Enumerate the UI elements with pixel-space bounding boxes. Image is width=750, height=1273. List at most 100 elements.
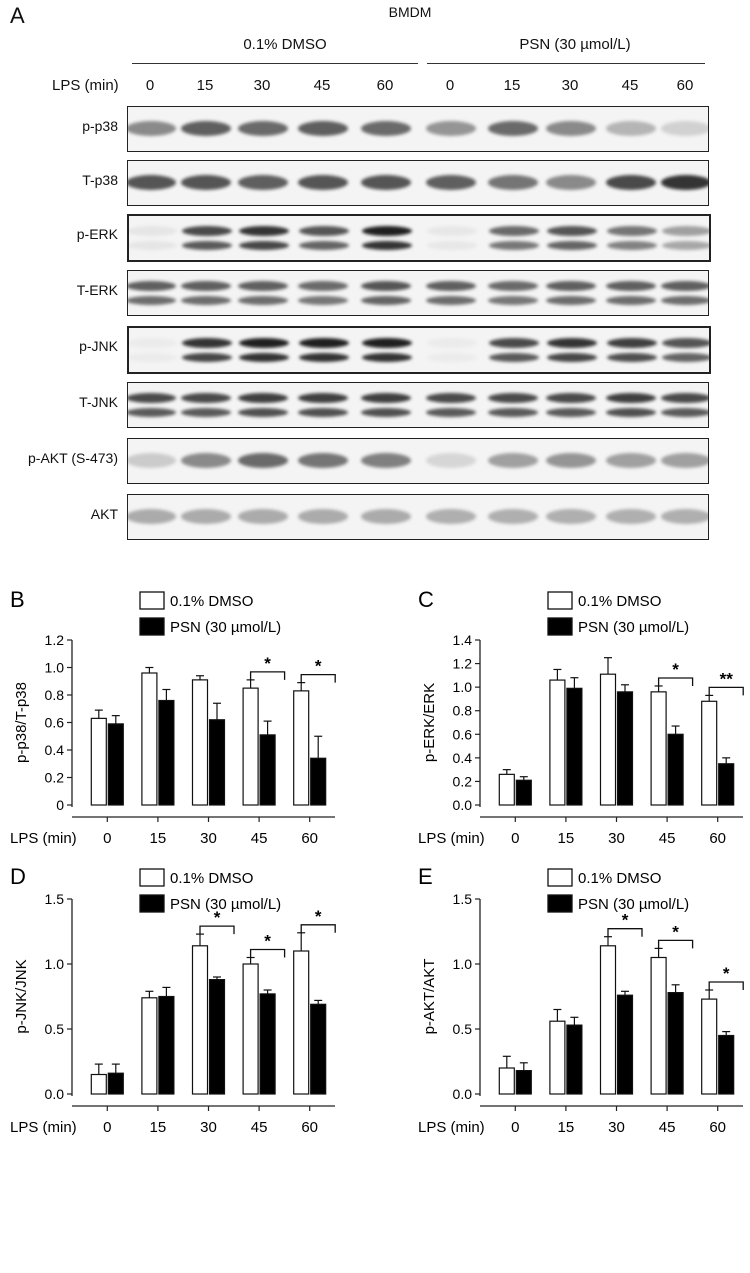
blot-band: [488, 281, 538, 291]
y-tick-label: 0.4: [453, 750, 473, 766]
chart-c: C 0.1% DMSO PSN (30 µmol/L) 0.0 0.2 0.4 0.6 0.8…: [418, 587, 744, 847]
legend-swatch-psn: [547, 617, 573, 636]
blot-label: p-JNK: [79, 338, 118, 354]
lps-time-label: LPS (min): [52, 77, 119, 94]
legend-swatch-dmso: [547, 868, 573, 887]
x-tick-label: 15: [150, 1119, 167, 1136]
bar-psn: [718, 763, 735, 806]
legend-swatch-psn: [139, 894, 165, 913]
blot-band: [128, 509, 176, 524]
legend-label-dmso: 0.1% DMSO: [578, 593, 661, 610]
significance-bracket: [249, 948, 286, 958]
blot-band: [128, 281, 176, 291]
blot-band: [238, 296, 288, 305]
blot-label: T-JNK: [79, 394, 118, 410]
y-tick-label: 0.8: [45, 687, 65, 703]
x-tick-label: 45: [659, 1119, 676, 1136]
significance-label: *: [315, 907, 322, 926]
blot-band: [546, 296, 596, 305]
blot-band: [181, 393, 231, 403]
blot-band: [361, 453, 411, 468]
y-tick-label: 1.4: [453, 632, 473, 648]
blot-band: [661, 296, 708, 305]
blot-band: [238, 408, 288, 417]
blot-band: [181, 408, 231, 417]
bar-psn: [107, 723, 124, 806]
blot-band: [488, 453, 538, 468]
blot-band: [606, 408, 656, 417]
blot-band: [298, 175, 348, 190]
blot-band: [426, 175, 476, 190]
blot-band: [128, 393, 176, 403]
lane-time-label: 15: [503, 77, 521, 94]
blot-band: [129, 338, 177, 348]
blot-label: p-p38: [82, 118, 118, 134]
blot-image: [127, 160, 709, 206]
blot-image: [127, 214, 711, 262]
bar-psn: [259, 734, 276, 806]
blot-image: [127, 494, 709, 540]
y-tick-label: 1.2: [453, 656, 473, 672]
bar-dmso: [242, 963, 259, 1095]
panel-letter: B: [10, 587, 25, 612]
blot-band: [661, 453, 708, 468]
blot-band: [128, 175, 176, 190]
blot-band: [546, 393, 596, 403]
significance-label: *: [214, 908, 221, 927]
blot-band: [426, 296, 476, 305]
x-tick-label: 30: [608, 830, 625, 847]
blot-band: [362, 241, 412, 250]
bar-dmso: [701, 700, 718, 806]
blot-band: [238, 281, 288, 291]
x-tick-label: 60: [301, 830, 318, 847]
blot-band: [547, 241, 597, 250]
blot-image: [127, 270, 709, 316]
bar-psn: [259, 993, 276, 1095]
significance-label: *: [672, 660, 679, 679]
blot-band: [129, 353, 177, 362]
blot-band: [181, 121, 231, 136]
bar-dmso: [191, 679, 209, 806]
legend: 0.1% DMSO PSN (30 µmol/L): [547, 591, 689, 636]
bar-psn: [158, 995, 175, 1095]
blot-image: [127, 326, 711, 374]
x-tick-label: 60: [301, 1119, 318, 1136]
y-tick-label: 1.0: [453, 679, 473, 695]
blot-band: [129, 241, 177, 250]
x-tick-label: 30: [200, 1119, 217, 1136]
y-tick-label: 1.2: [45, 632, 65, 648]
blot-band: [489, 338, 539, 348]
lane-time-label: 45: [313, 77, 331, 94]
legend-label-psn: PSN (30 µmol/L): [170, 619, 281, 636]
bar-dmso: [549, 1020, 566, 1095]
x-tick-label: 15: [558, 830, 575, 847]
y-axis-label: p-AKT/AKT: [421, 959, 438, 1035]
blot-band: [607, 353, 657, 362]
blot-band: [181, 281, 231, 291]
legend: 0.1% DMSO PSN (30 µmol/L): [139, 591, 281, 636]
blot-band: [238, 121, 288, 136]
blot-band: [662, 353, 709, 362]
lane-time-label: 60: [676, 77, 694, 94]
blot-band: [299, 338, 349, 348]
significance-bracket: [300, 924, 336, 933]
legend: 0.1% DMSO PSN (30 µmol/L): [139, 868, 281, 913]
significance-label: *: [264, 654, 271, 673]
significance-label: *: [315, 657, 322, 676]
x-tick-label: 45: [251, 830, 268, 847]
significance-bracket: [199, 925, 235, 935]
blot-band: [181, 509, 231, 524]
blot-band: [426, 453, 476, 468]
y-tick-label: 1.0: [453, 956, 473, 972]
blot-band: [361, 509, 411, 524]
blot-band: [239, 226, 289, 236]
y-tick-label: 0.5: [45, 1021, 65, 1037]
significance-bracket: [249, 671, 286, 680]
bar-psn: [515, 1070, 532, 1095]
bar-dmso: [650, 956, 667, 1095]
blot-band: [128, 296, 176, 305]
blot-band: [546, 509, 596, 524]
legend-label-psn: PSN (30 µmol/L): [578, 619, 689, 636]
legend-label-dmso: 0.1% DMSO: [578, 870, 661, 887]
x-tick-label: 60: [709, 1119, 726, 1136]
